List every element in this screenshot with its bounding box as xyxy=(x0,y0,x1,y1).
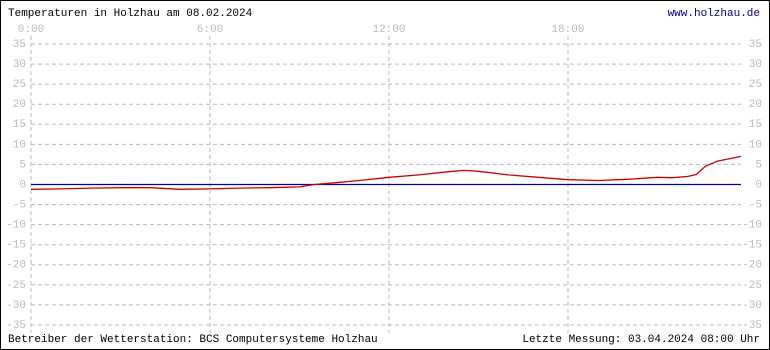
y-tick-label: 5 xyxy=(19,159,26,171)
y-tick-label: 15 xyxy=(13,119,26,131)
y-tick-label: -25 xyxy=(6,280,26,292)
x-tick-label: 6:00 xyxy=(197,24,223,36)
y-tick-label-right: -15 xyxy=(742,240,762,252)
y-tick-label-right: 20 xyxy=(749,99,762,111)
y-tick-label-right: -5 xyxy=(749,199,762,211)
footer-last-measurement: Letzte Messung: 03.04.2024 08:00 Uhr xyxy=(522,334,760,346)
y-tick-label-right: 0 xyxy=(755,179,762,191)
x-tick-label: 12:00 xyxy=(372,24,405,36)
temperature-line xyxy=(30,155,742,190)
y-tick-label: 25 xyxy=(13,79,26,91)
y-tick-label: -30 xyxy=(6,300,26,312)
y-tick-label-right: -10 xyxy=(742,220,762,232)
y-tick-label-right: 5 xyxy=(755,159,762,171)
y-tick-label: -10 xyxy=(6,220,26,232)
y-tick-label: 35 xyxy=(13,39,26,51)
y-tick-label: 20 xyxy=(13,99,26,111)
x-tick-label: 18:00 xyxy=(551,24,584,36)
y-tick-label: -15 xyxy=(6,240,26,252)
y-tick-label-right: 25 xyxy=(749,79,762,91)
y-tick-label-right: 15 xyxy=(749,119,762,131)
y-tick-label: -20 xyxy=(6,260,26,272)
chart-title: Temperaturen in Holzhau am 08.02.2024 xyxy=(8,8,253,20)
y-tick-label-right: 35 xyxy=(749,39,762,51)
y-tick-label: 10 xyxy=(13,139,26,151)
y-tick-label: -35 xyxy=(6,320,26,332)
y-tick-label-right: -30 xyxy=(742,300,762,312)
y-tick-label: -5 xyxy=(13,199,26,211)
y-tick-label: 0 xyxy=(19,179,26,191)
y-tick-label-right: -35 xyxy=(742,320,762,332)
footer-operator: Betreiber der Wetterstation: BCS Compute… xyxy=(8,334,378,346)
site-link[interactable]: www.holzhau.de xyxy=(668,8,760,20)
y-tick-label: 30 xyxy=(13,59,26,71)
y-tick-label-right: -25 xyxy=(742,280,762,292)
x-tick-label: 0:00 xyxy=(18,24,44,36)
y-tick-label-right: -20 xyxy=(742,260,762,272)
y-tick-label-right: 10 xyxy=(749,139,762,151)
y-tick-label-right: 30 xyxy=(749,59,762,71)
